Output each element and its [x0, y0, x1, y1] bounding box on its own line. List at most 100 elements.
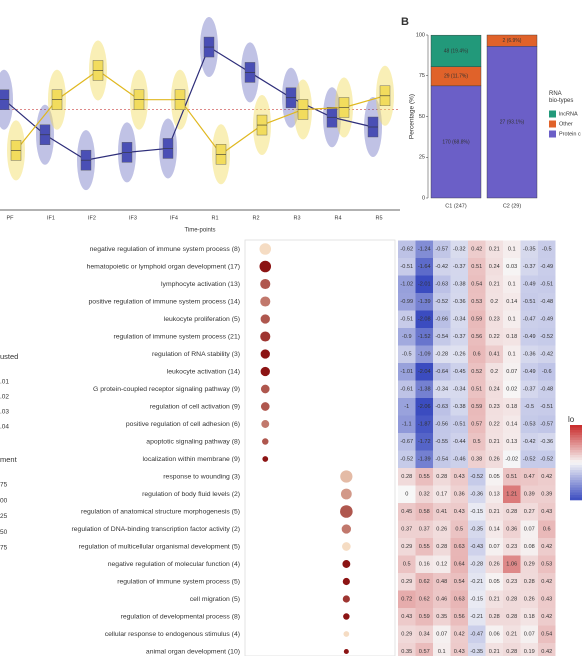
- heat-cell: [538, 450, 556, 468]
- dot: [260, 314, 270, 324]
- heat-cell: [485, 415, 503, 433]
- heat-cell: [398, 520, 416, 538]
- cell-label: 0.21: [489, 282, 500, 288]
- cell-label: 0.19: [524, 649, 535, 655]
- dot: [343, 648, 349, 655]
- cell-label: 0.54: [454, 579, 465, 585]
- heat-cell: [520, 485, 538, 503]
- x-tick-label: IF1: [47, 215, 55, 221]
- colorbar-step: [570, 497, 582, 501]
- dot: [261, 420, 270, 428]
- heat-cell: [433, 520, 451, 538]
- cell-label: 0.41: [489, 352, 500, 358]
- heat-cell: [415, 240, 433, 258]
- category-label: animal organ development (10): [146, 648, 240, 655]
- dot: [340, 488, 352, 500]
- series-line: [3, 46, 374, 161]
- cell-label: 0.37: [419, 527, 430, 533]
- cell-label: 0.45: [401, 509, 412, 515]
- colorbar-step: [570, 432, 582, 436]
- heat-cell: [503, 468, 521, 486]
- legend-label: 25: [0, 513, 8, 520]
- cell-label: 0.16: [419, 562, 430, 568]
- heat-cell: [415, 555, 433, 573]
- legend-label: lncRNA: [559, 111, 578, 117]
- dot: [260, 384, 270, 394]
- heat-cell: [485, 345, 503, 363]
- cell-label: -0.44: [453, 439, 466, 445]
- heat-cell: [468, 363, 486, 381]
- heat-cell: [415, 573, 433, 591]
- cell-label: -0.54: [435, 334, 448, 340]
- heat-cell: [433, 555, 451, 573]
- cell-label: -1.38: [418, 387, 431, 393]
- legend-label: Other: [559, 121, 573, 127]
- colorbar-step: [570, 445, 582, 448]
- cell-label: 0.13: [489, 492, 500, 498]
- cell-label: 0.41: [436, 509, 447, 515]
- cell-label: 0.5: [473, 439, 481, 445]
- heat-cell: [450, 380, 468, 398]
- heat-cell: [415, 468, 433, 486]
- cell-label: -1.1: [402, 422, 412, 428]
- colorbar-step: [570, 480, 582, 483]
- legend-label: 00: [0, 497, 8, 504]
- heat-cell: [398, 625, 416, 643]
- heat-cell: [468, 520, 486, 538]
- heat-cell: [415, 608, 433, 626]
- colorbar-step: [570, 472, 582, 476]
- cell-label: 0.6: [543, 527, 551, 533]
- cell-label: -0.49: [523, 369, 536, 375]
- cell-label: -1.64: [418, 264, 431, 270]
- cell-label: 0.42: [541, 614, 552, 620]
- cell-label: 0.28: [506, 614, 517, 620]
- heat-cell: [415, 345, 433, 363]
- heat-cell: [485, 608, 503, 626]
- heat-cell: [468, 468, 486, 486]
- heat-cell: [503, 643, 521, 656]
- heat-cell: [485, 573, 503, 591]
- cell-label: 0.24: [489, 264, 500, 270]
- heat-cell: [485, 398, 503, 416]
- cell-label: 0.21: [489, 509, 500, 515]
- heat-cell: [485, 468, 503, 486]
- dot: [260, 278, 271, 290]
- cell-label: 1.06: [506, 562, 517, 568]
- heat-cell: [398, 275, 416, 293]
- cell-label: 0.07: [524, 632, 535, 638]
- cell-label: 0.28: [436, 474, 447, 480]
- cell-label: 0.47: [524, 474, 535, 480]
- cell-label: 0.07: [506, 369, 517, 375]
- cell-label: -0.51: [400, 264, 413, 270]
- heat-cell: [398, 590, 416, 608]
- heat-cell: [398, 415, 416, 433]
- heat-cell: [398, 293, 416, 311]
- heat-cell: [450, 450, 468, 468]
- heat-cell: [538, 485, 556, 503]
- cell-label: -0.5: [524, 404, 534, 410]
- heat-cell: [450, 468, 468, 486]
- category-label: regulation of developmental process (8): [121, 613, 240, 620]
- cell-label: 1.21: [506, 492, 517, 498]
- heat-cell: [503, 363, 521, 381]
- colorbar-step: [570, 437, 582, 441]
- heat-cell: [503, 520, 521, 538]
- cell-label: -0.15: [470, 509, 483, 515]
- heat-cell: [450, 258, 468, 276]
- heat-cell: [433, 643, 451, 656]
- cell-label: -0.38: [453, 404, 466, 410]
- legend-label: 75: [0, 545, 8, 552]
- heat-cell: [398, 345, 416, 363]
- colorbar-step: [570, 447, 582, 451]
- cell-label: 0.03: [506, 264, 517, 270]
- dot: [342, 595, 350, 603]
- heat-cell: [468, 450, 486, 468]
- legend-title: lo: [568, 415, 575, 424]
- x-axis-label: Time-points: [184, 228, 215, 234]
- cell-label: 0.1: [508, 352, 516, 358]
- heat-cell: [450, 345, 468, 363]
- cell-label: -0.48: [540, 299, 553, 305]
- cell-label: -0.63: [435, 282, 448, 288]
- cell-label: 0.38: [471, 457, 482, 463]
- heat-cell: [538, 538, 556, 556]
